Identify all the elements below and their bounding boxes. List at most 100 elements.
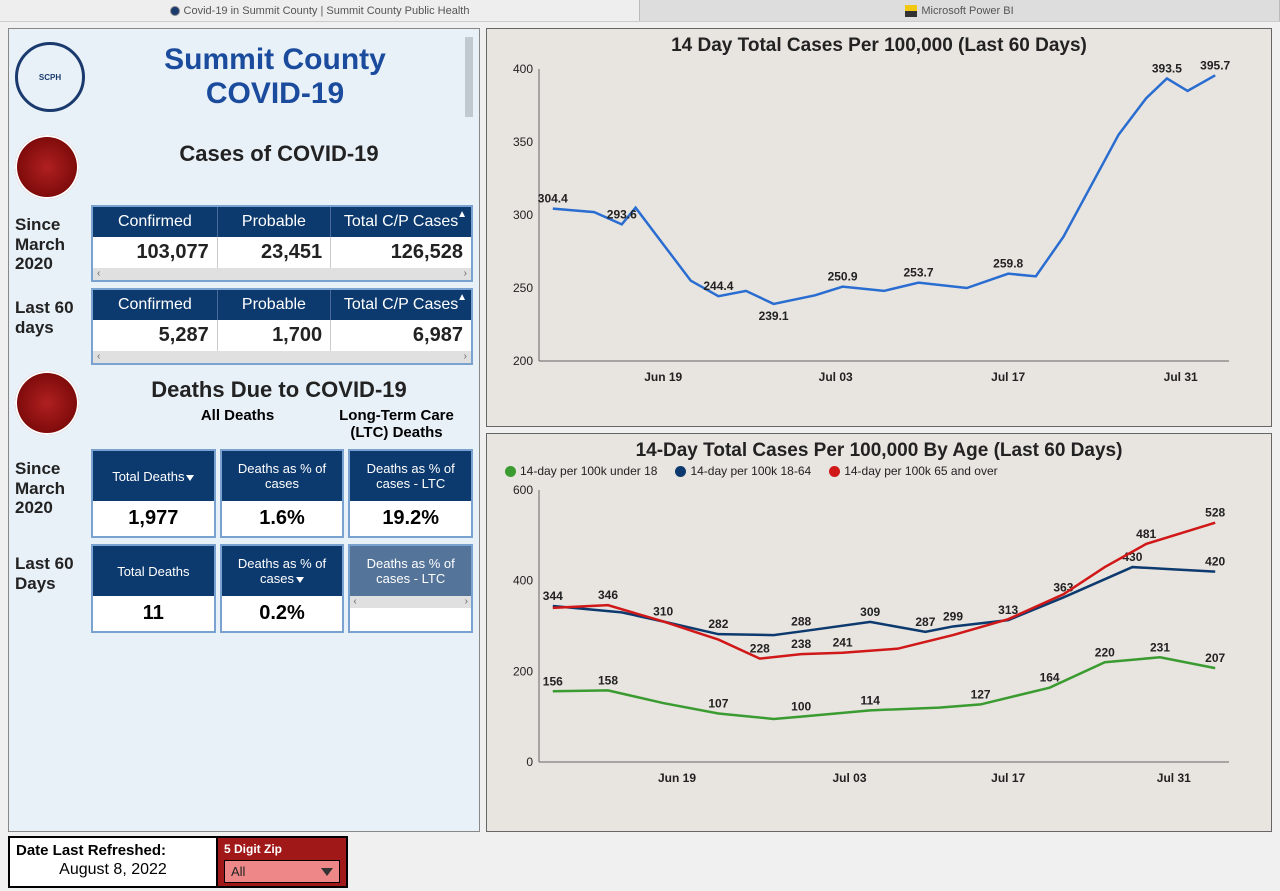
val-confirmed-all: 103,077	[93, 237, 218, 268]
svg-text:200: 200	[513, 664, 533, 678]
tab-label: Microsoft Power BI	[921, 5, 1013, 17]
svg-text:228: 228	[750, 642, 770, 656]
svg-text:528: 528	[1205, 506, 1225, 520]
svg-text:238: 238	[791, 637, 811, 651]
h-scroll[interactable]: ‹›	[93, 268, 471, 280]
virus-icon	[15, 371, 79, 435]
svg-text:114: 114	[861, 693, 881, 707]
h-scroll[interactable]: ‹›	[350, 596, 471, 608]
deaths-pct-60[interactable]: Deaths as % of cases 0.2%	[220, 544, 345, 633]
svg-text:200: 200	[513, 354, 533, 368]
svg-text:Jun 19: Jun 19	[658, 771, 696, 785]
svg-text:310: 310	[653, 604, 673, 618]
cases-all-table[interactable]: ▲ Confirmed Probable Total C/P Cases 103…	[91, 205, 473, 282]
svg-text:309: 309	[860, 605, 880, 619]
deaths-total-60[interactable]: Total Deaths 11	[91, 544, 216, 633]
refresh-value: August 8, 2022	[16, 861, 210, 879]
chart-cases-per-100k[interactable]: 14 Day Total Cases Per 100,000 (Last 60 …	[486, 28, 1272, 427]
svg-text:231: 231	[1150, 640, 1170, 654]
svg-text:481: 481	[1136, 527, 1156, 541]
deaths-pct-ltc-60[interactable]: Deaths as % of cases - LTC ‹›	[348, 544, 473, 633]
cases-section-title: Cases of COVID-19	[85, 141, 473, 167]
col-probable: Probable	[218, 207, 331, 237]
tab-label: Covid-19 in Summit County | Summit Count…	[184, 5, 470, 17]
cases-60-table[interactable]: ▲ Confirmed Probable Total C/P Cases 5,2…	[91, 288, 473, 365]
deaths-head-all: All Deaths	[161, 407, 314, 441]
svg-text:253.7: 253.7	[903, 266, 933, 280]
deaths-period-60: Last 60 Days	[15, 544, 85, 593]
logo-initials: SCPH	[39, 73, 61, 82]
favicon-icon	[170, 6, 180, 16]
svg-text:393.5: 393.5	[1152, 61, 1182, 75]
svg-text:395.7: 395.7	[1200, 59, 1230, 72]
svg-text:0: 0	[526, 755, 533, 769]
svg-text:282: 282	[708, 617, 728, 631]
val-total-all: 126,528	[331, 237, 471, 268]
svg-text:400: 400	[513, 62, 533, 76]
page-title: Summit County COVID-19	[95, 43, 455, 112]
deaths-head-ltc: Long-Term Care (LTC) Deaths	[320, 407, 473, 441]
svg-text:250.9: 250.9	[828, 270, 858, 284]
svg-text:288: 288	[791, 614, 811, 628]
chart1-svg: 200250300350400Jun 19Jul 03Jul 17Jul 313…	[499, 59, 1239, 389]
svg-text:Jul 17: Jul 17	[991, 771, 1025, 785]
tab-powerbi[interactable]: Microsoft Power BI	[640, 0, 1280, 21]
svg-text:Jul 31: Jul 31	[1157, 771, 1191, 785]
svg-text:300: 300	[513, 208, 533, 222]
svg-text:Jul 03: Jul 03	[832, 771, 866, 785]
svg-text:Jul 31: Jul 31	[1164, 370, 1198, 384]
svg-text:304.4: 304.4	[538, 192, 568, 206]
val-probable-all: 23,451	[218, 237, 331, 268]
svg-text:241: 241	[833, 636, 853, 650]
powerbi-icon	[905, 5, 917, 17]
chart2-svg: 0 200 400 600 Jun 19 Jul 03 Jul 17 Jul 31 156 158…	[499, 480, 1239, 790]
chart-cases-by-age[interactable]: 14-Day Total Cases Per 100,000 By Age (L…	[486, 433, 1272, 832]
svg-text:Jun 19: Jun 19	[644, 370, 682, 384]
right-panel: 14 Day Total Cases Per 100,000 (Last 60 …	[486, 28, 1272, 832]
svg-text:107: 107	[708, 696, 728, 710]
scrollbar[interactable]	[465, 37, 473, 117]
deaths-pct-all[interactable]: Deaths as % of cases 1.6%	[220, 449, 345, 538]
period-last-60: Last 60 days	[15, 288, 85, 337]
deaths-total-all[interactable]: Total Deaths 1,977	[91, 449, 216, 538]
svg-text:600: 600	[513, 483, 533, 497]
chart1-title: 14 Day Total Cases Per 100,000 (Last 60 …	[499, 35, 1259, 57]
svg-text:239.1: 239.1	[759, 309, 789, 323]
chart2-legend: 14-day per 100k under 1814-day per 100k …	[505, 464, 1259, 478]
svg-text:299: 299	[943, 609, 963, 623]
val-total-60: 6,987	[331, 320, 471, 351]
svg-text:207: 207	[1205, 651, 1225, 665]
left-panel: SCPH Summit County COVID-19 Cases of COV…	[8, 28, 480, 832]
deaths-period-all: Since March 2020	[15, 449, 85, 518]
svg-text:259.8: 259.8	[993, 257, 1023, 271]
svg-text:400: 400	[513, 574, 533, 588]
svg-text:156: 156	[543, 674, 563, 688]
date-refreshed-box: Date Last Refreshed: August 8, 2022	[8, 836, 218, 888]
svg-text:100: 100	[791, 700, 811, 714]
svg-text:346: 346	[598, 588, 618, 602]
footer: Date Last Refreshed: August 8, 2022 5 Di…	[8, 836, 1272, 888]
col-total: Total C/P Cases	[331, 207, 471, 237]
dashboard: SCPH Summit County COVID-19 Cases of COV…	[0, 22, 1280, 832]
svg-text:244.4: 244.4	[703, 279, 733, 293]
svg-text:293.6: 293.6	[607, 207, 637, 221]
zip-filter: 5 Digit Zip All	[218, 836, 348, 888]
svg-text:363: 363	[1053, 580, 1073, 594]
svg-text:127: 127	[971, 687, 991, 701]
zip-value: All	[231, 864, 245, 879]
tab-summit-county[interactable]: Covid-19 in Summit County | Summit Count…	[0, 0, 640, 21]
val-confirmed-60: 5,287	[93, 320, 218, 351]
svg-text:287: 287	[915, 615, 935, 629]
deaths-section-title: Deaths Due to COVID-19	[85, 377, 473, 403]
svg-text:158: 158	[598, 673, 618, 687]
browser-tabs: Covid-19 in Summit County | Summit Count…	[0, 0, 1280, 22]
zip-label: 5 Digit Zip	[224, 842, 340, 856]
scph-logo: SCPH	[15, 42, 85, 112]
h-scroll[interactable]: ‹›	[93, 351, 471, 363]
chevron-down-icon	[321, 868, 333, 876]
deaths-pct-ltc-all[interactable]: Deaths as % of cases - LTC 19.2%	[348, 449, 473, 538]
svg-text:250: 250	[513, 281, 533, 295]
zip-select[interactable]: All	[224, 860, 340, 883]
chart2-title: 14-Day Total Cases Per 100,000 By Age (L…	[499, 440, 1259, 462]
col-confirmed: Confirmed	[93, 207, 218, 237]
